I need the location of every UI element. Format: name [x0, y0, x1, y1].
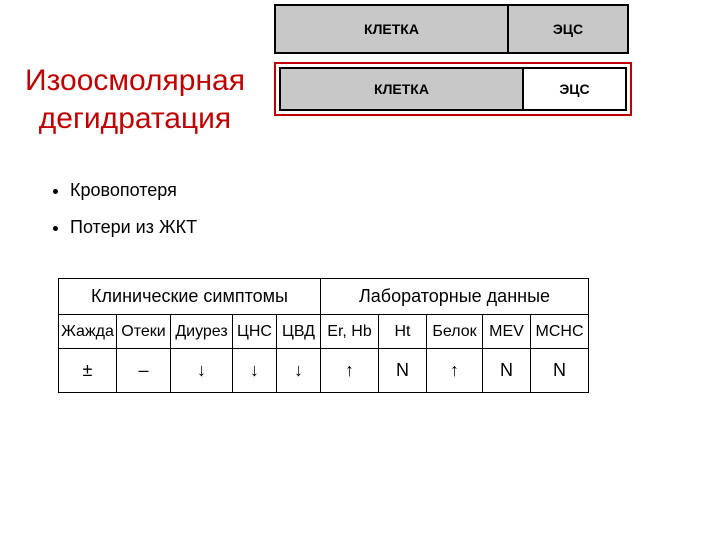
compartment-diagram: КЛЕТКА ЭЦС КЛЕТКА ЭЦС	[274, 4, 632, 116]
col-header: Диурез	[171, 315, 233, 349]
slide-title: Изоосмолярная дегидратация	[0, 62, 270, 137]
table-cell: ↓	[171, 349, 233, 393]
table-row-values: ± – ↓ ↓ ↓ ↑ N ↑ N N	[59, 349, 589, 393]
col-header: Ht	[379, 315, 427, 349]
col-header: Жажда	[59, 315, 117, 349]
table-cell: ±	[59, 349, 117, 393]
table-cell: ↓	[233, 349, 277, 393]
col-header: ЦВД	[277, 315, 321, 349]
cell-compartment-normal: КЛЕТКА	[274, 4, 509, 54]
cell-compartment-dehydration: КЛЕТКА	[279, 67, 524, 111]
ecs-compartment-dehydration: ЭЦС	[524, 67, 627, 111]
list-item: Кровопотеря	[70, 180, 197, 201]
list-item: Потери из ЖКТ	[70, 217, 197, 238]
col-header: Отеки	[117, 315, 171, 349]
group-header-clinical: Клинические симптомы	[59, 279, 321, 315]
table-cell: ↑	[321, 349, 379, 393]
causes-list: Кровопотеря Потери из ЖКТ	[52, 180, 197, 254]
col-header: MEV	[483, 315, 531, 349]
group-header-lab: Лабораторные данные	[321, 279, 589, 315]
col-header: ЦНС	[233, 315, 277, 349]
ecs-compartment-normal: ЭЦС	[509, 4, 629, 54]
col-header: MCHC	[531, 315, 589, 349]
table-row-groups: Клинические симптомы Лабораторные данные	[59, 279, 589, 315]
table-cell: ↓	[277, 349, 321, 393]
diagram-row-dehydration: КЛЕТКА ЭЦС	[274, 62, 632, 116]
col-header: Белок	[427, 315, 483, 349]
table-row-columns: Жажда Отеки Диурез ЦНС ЦВД Er, Hb Ht Бел…	[59, 315, 589, 349]
table-cell: ↑	[427, 349, 483, 393]
diagram-row-normal: КЛЕТКА ЭЦС	[274, 4, 632, 54]
clinical-lab-table: Клинические симптомы Лабораторные данные…	[58, 278, 589, 393]
col-header: Er, Hb	[321, 315, 379, 349]
title-line-1: Изоосмолярная	[25, 64, 245, 97]
table-cell: N	[483, 349, 531, 393]
title-line-2: дегидратация	[39, 102, 231, 135]
table-cell: N	[379, 349, 427, 393]
table-cell: –	[117, 349, 171, 393]
table-cell: N	[531, 349, 589, 393]
